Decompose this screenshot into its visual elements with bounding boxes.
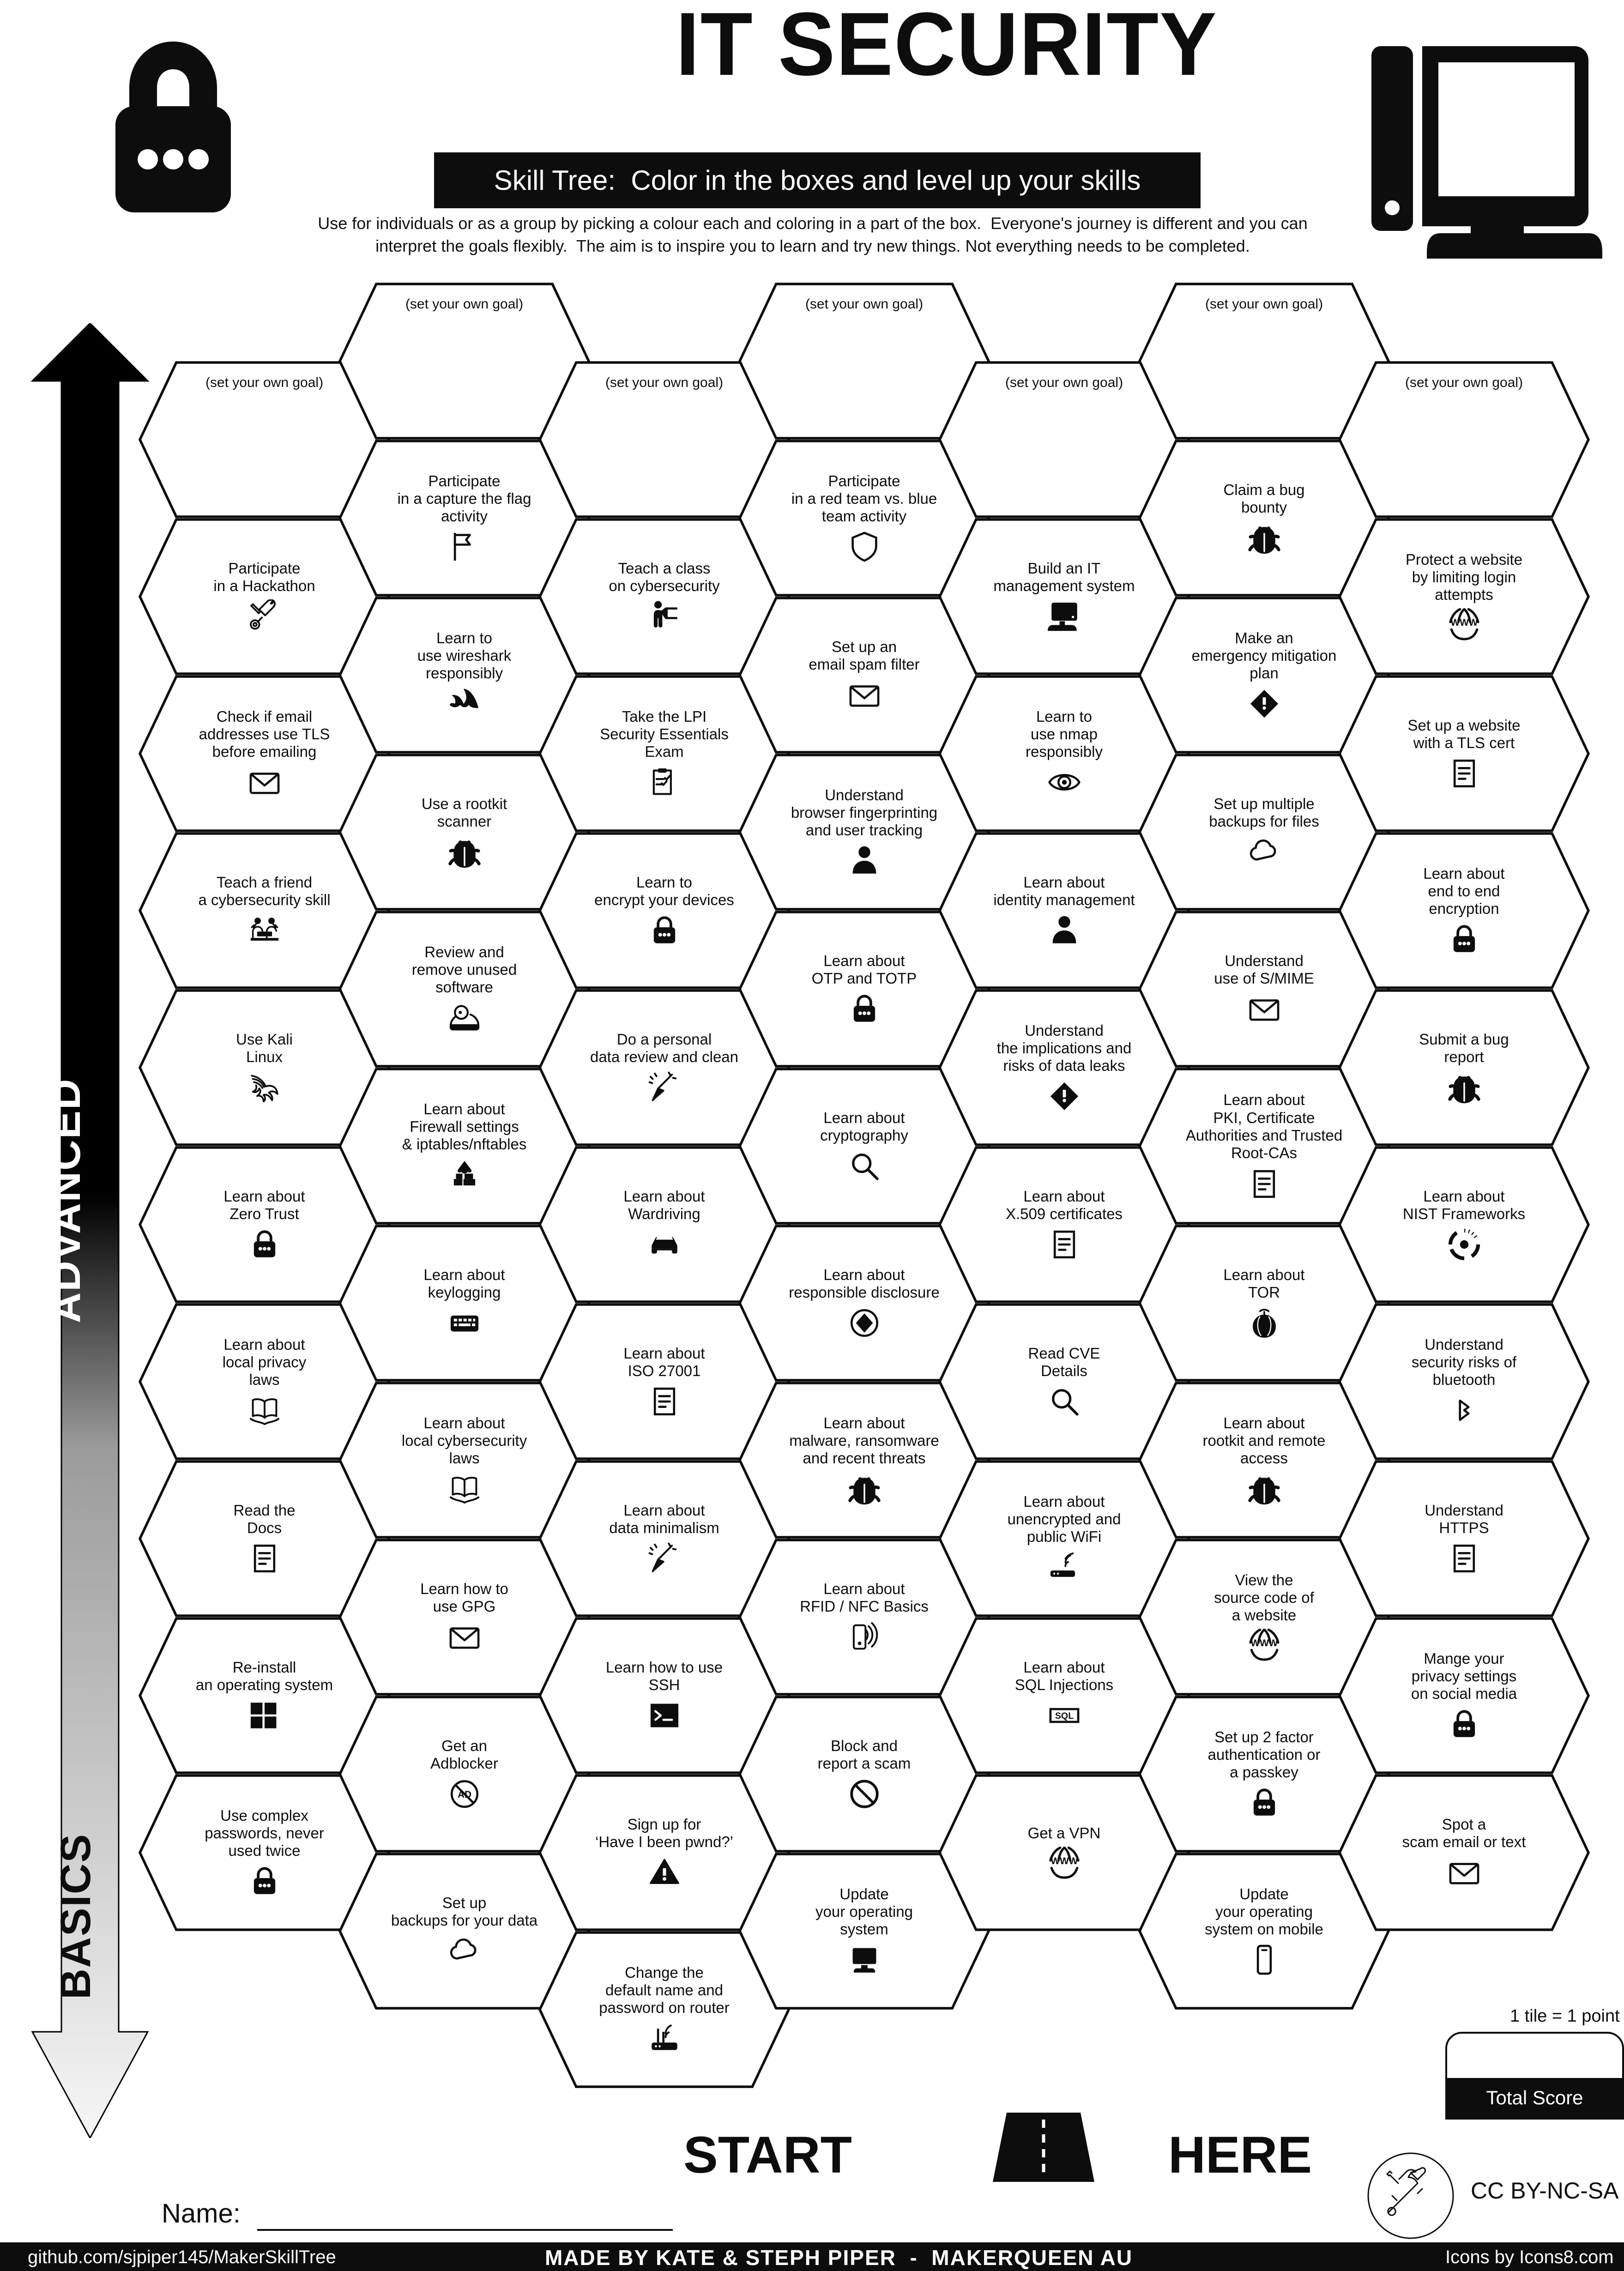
svg-text:START: START [683,2126,852,2184]
svg-text:BASICS: BASICS [52,1833,99,1999]
svg-text:WWW: WWW [1450,618,1478,628]
svg-text:WWW: WWW [1050,1856,1078,1866]
svg-text:HERE: HERE [1168,2126,1312,2184]
svg-text:ADVANCED: ADVANCED [42,1078,89,1323]
svg-text:SQL: SQL [1055,1711,1073,1721]
svg-text:WWW: WWW [1250,1638,1278,1649]
svg-text:AD: AD [457,1789,471,1800]
